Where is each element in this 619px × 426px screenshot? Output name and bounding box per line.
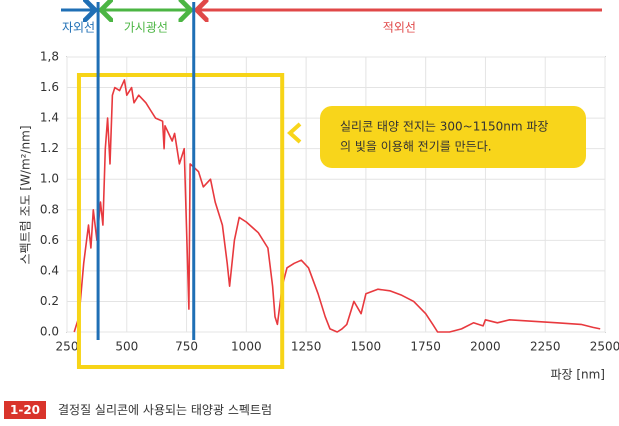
region-label: 적외선: [383, 21, 416, 35]
y-tick-label: 1,8: [40, 50, 59, 64]
x-tick-label: 1750: [410, 340, 441, 354]
annotation-pointer: [287, 122, 302, 144]
annotation-text: 의 빛을 이용해 전기를 만든다.: [340, 140, 492, 154]
y-tick-label: 0.6: [40, 233, 59, 247]
y-tick-label: 1.2: [40, 141, 59, 155]
figure-badge: [4, 401, 46, 419]
x-tick-label: 750: [175, 340, 198, 354]
y-tick-label: 0.2: [40, 294, 59, 308]
y-tick-label: 0.8: [40, 202, 59, 216]
x-tick-label: 1000: [231, 340, 262, 354]
plot-frame: [66, 56, 606, 333]
annotation-text: 실리콘 태양 전지는 300~1150nm 파장: [340, 120, 548, 134]
y-tick-label: 0.0: [40, 325, 59, 339]
y-tick-label: 1.0: [40, 172, 59, 186]
y-tick-label: 0.4: [40, 263, 59, 277]
annotation-box: [320, 106, 586, 168]
spectrum-line: [73, 79, 601, 333]
highlight-box: [76, 73, 285, 369]
x-tick-label: 1500: [351, 340, 382, 354]
region-label: 자외선: [62, 21, 95, 35]
y-tick-label: 1.6: [40, 80, 59, 94]
x-tick-label: 1250: [291, 340, 322, 354]
x-tick-label: 250: [56, 340, 79, 354]
x-tick-label: 2000: [470, 340, 501, 354]
x-tick-label: 2250: [530, 340, 561, 354]
y-tick-label: 1.4: [40, 111, 59, 125]
x-axis-label: 파장 [nm]: [550, 368, 605, 382]
x-tick-label: 2500: [590, 340, 619, 354]
y-axis-label: 스펙트럼 조도 [W/m²/nm]: [19, 126, 33, 265]
caption: 결정질 실리콘에 사용되는 태양광 스펙트럼: [58, 403, 272, 417]
x-tick-label: 500: [115, 340, 138, 354]
region-label: 가시광선: [124, 21, 168, 35]
figure-number: 1-20: [10, 403, 40, 417]
